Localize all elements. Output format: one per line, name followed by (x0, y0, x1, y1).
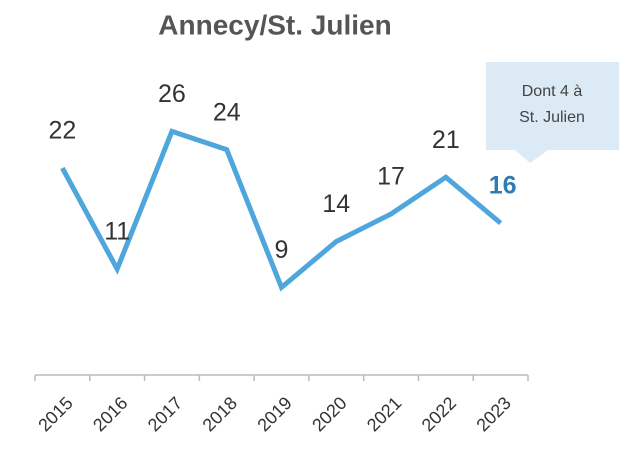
data-label: 14 (322, 190, 350, 218)
x-tick-label: 2022 (418, 393, 460, 435)
x-tick-label: 2015 (34, 393, 76, 435)
x-tick-label: 2020 (308, 393, 350, 435)
x-tick-label: 2021 (363, 393, 405, 435)
x-tick-label: 2017 (144, 393, 186, 435)
data-label: 26 (158, 80, 186, 108)
x-tick-label: 2018 (199, 393, 241, 435)
x-tick-label: 2016 (89, 393, 131, 435)
data-label: 16 (489, 172, 517, 200)
data-label: 9 (275, 236, 289, 264)
data-label: 17 (377, 163, 405, 191)
annotation-box (486, 62, 619, 163)
data-label: 11 (104, 218, 130, 246)
data-label: 22 (48, 117, 76, 145)
line (60, 128, 503, 292)
x-tick-label: 2023 (472, 393, 514, 435)
data-label: 21 (432, 126, 460, 154)
data-label: 24 (213, 98, 241, 126)
annotation-text: St. Julien (519, 109, 585, 126)
x-tick-label: 2019 (253, 393, 295, 435)
chart-title: Annecy/St. Julien (158, 9, 391, 40)
annotation-text: Dont 4 à (522, 83, 583, 100)
